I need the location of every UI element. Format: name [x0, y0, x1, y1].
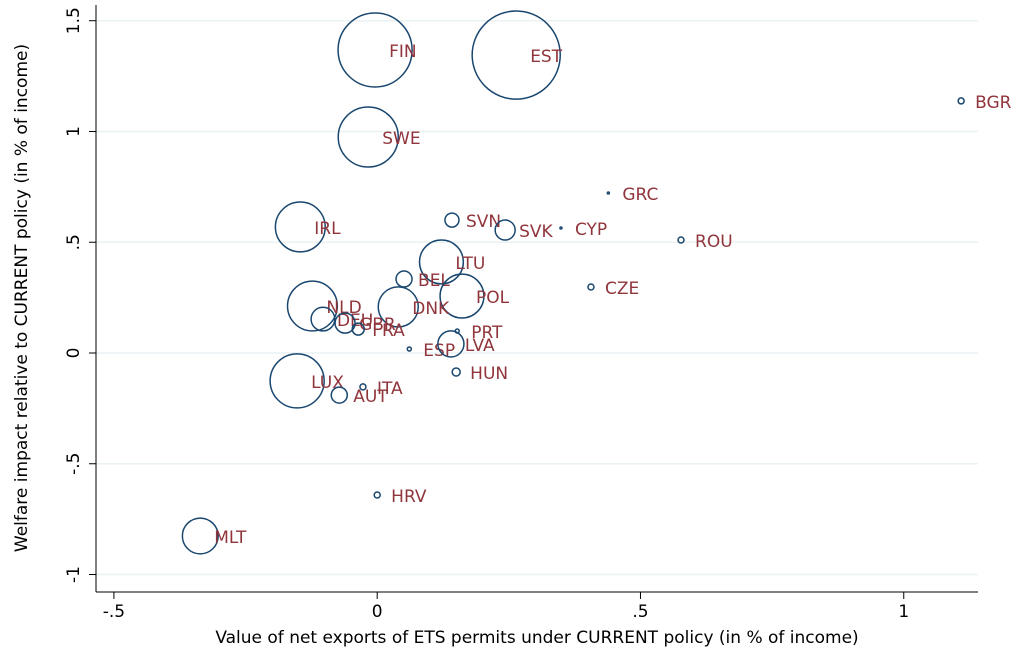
bubble — [330, 386, 349, 404]
bubble — [606, 191, 611, 195]
bubble — [351, 322, 365, 336]
bubble — [286, 280, 339, 332]
point-label: LTU — [455, 254, 485, 274]
bubble — [181, 517, 219, 555]
point-label: ITA — [377, 379, 403, 399]
bubble — [587, 283, 595, 291]
point-label: LUX — [311, 373, 344, 393]
y-tick-label: -.5 — [64, 453, 84, 475]
point-label: ROU — [695, 232, 733, 252]
point-label: IRL — [314, 219, 341, 239]
bubble — [334, 312, 356, 334]
bubble — [406, 346, 413, 352]
point-label: SVK — [519, 222, 553, 242]
point-label: CZE — [605, 279, 639, 299]
point-label: GRC — [622, 185, 658, 205]
y-tick-label: .5 — [64, 234, 84, 250]
point-label: HRV — [391, 487, 427, 507]
bubble — [418, 239, 465, 285]
bubble — [439, 273, 485, 319]
y-tick-label: 1 — [64, 126, 84, 137]
bubble — [677, 236, 685, 244]
point-label: SVN — [466, 212, 501, 232]
bubble — [269, 353, 325, 409]
point-label: EST — [530, 47, 563, 67]
point-label: HUN — [470, 364, 508, 384]
point-label: BGR — [975, 93, 1012, 113]
x-tick-label: 1 — [898, 602, 909, 622]
bubble — [559, 226, 563, 230]
bubble — [359, 383, 367, 391]
bubble — [451, 367, 461, 377]
x-tick-label: 0 — [372, 602, 383, 622]
bubble — [377, 286, 419, 328]
y-tick-label: -1 — [64, 566, 84, 583]
point-label: PRT — [471, 323, 503, 343]
bubble — [274, 201, 326, 253]
point-label: POL — [476, 288, 510, 308]
bubble — [337, 106, 399, 168]
point-label: MLT — [214, 528, 247, 548]
bubble — [337, 12, 413, 88]
point-label: AUT — [353, 387, 388, 407]
point-label: DNK — [412, 299, 450, 319]
point-label: SWE — [382, 129, 420, 149]
y-tick-label: 1.5 — [64, 7, 84, 34]
x-tick-label: -.5 — [103, 602, 125, 622]
bubble — [444, 212, 460, 228]
bubble — [494, 219, 516, 241]
bubble — [437, 330, 465, 358]
bubble — [310, 306, 336, 332]
point-label: GBR — [359, 315, 396, 335]
x-axis-title: Value of net exports of ETS permits unde… — [215, 628, 858, 648]
bubble — [957, 97, 965, 105]
point-label: FRA — [372, 321, 405, 341]
x-tick-label: .5 — [632, 602, 648, 622]
y-tick-label: 0 — [64, 348, 84, 359]
bubble — [471, 10, 561, 100]
bubble — [395, 270, 413, 288]
point-label: CYP — [575, 220, 607, 240]
bubble — [373, 491, 381, 499]
y-axis-title: Welfare impact relative to CURRENT polic… — [12, 44, 32, 552]
point-label: LVA — [465, 336, 495, 356]
point-label: NLD — [326, 298, 361, 318]
point-label: FIN — [389, 42, 417, 62]
